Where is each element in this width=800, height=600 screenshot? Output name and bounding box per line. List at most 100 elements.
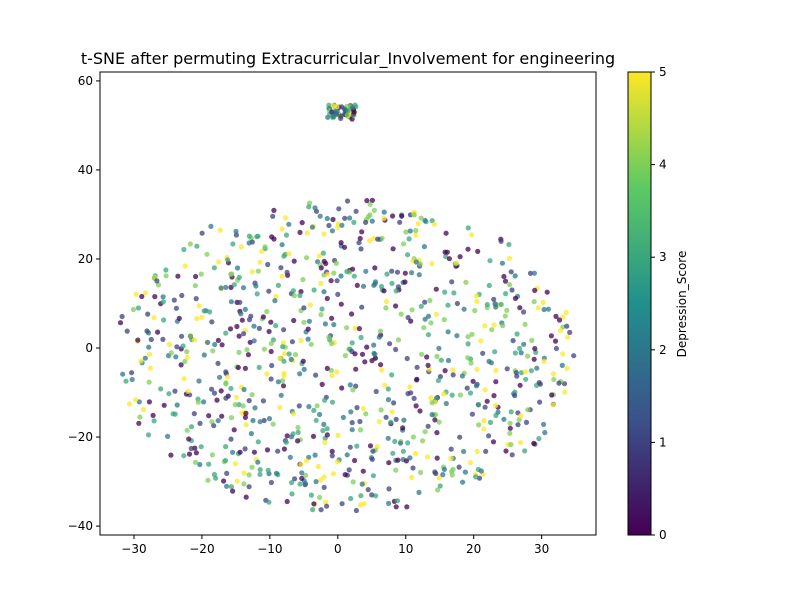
scatter-point xyxy=(181,246,187,253)
scatter-point xyxy=(465,246,471,252)
scatter-point xyxy=(342,215,348,221)
scatter-point xyxy=(217,227,223,233)
scatter-point xyxy=(223,330,229,336)
scatter-point xyxy=(266,416,273,422)
scatter-point xyxy=(211,390,218,396)
scatter-point xyxy=(563,309,569,316)
scatter-point xyxy=(281,372,287,379)
scatter-point xyxy=(561,381,568,387)
scatter-point xyxy=(381,288,387,294)
scatter-point xyxy=(443,230,449,236)
scatter-point xyxy=(319,306,325,312)
scatter-point xyxy=(508,409,514,415)
scatter-point xyxy=(359,229,365,235)
scatter-point xyxy=(334,369,340,375)
scatter-point xyxy=(297,229,303,235)
scatter-point xyxy=(223,380,229,386)
scatter-point xyxy=(419,351,425,357)
scatter-point xyxy=(445,329,451,335)
scatter-point xyxy=(379,235,385,241)
scatter-point xyxy=(160,336,166,342)
scatter-point xyxy=(145,432,152,438)
scatter-point xyxy=(441,317,447,323)
scatter-point xyxy=(482,323,488,329)
colorbar-tick-label: 4 xyxy=(659,158,667,172)
scatter-point xyxy=(433,470,439,477)
scatter-point xyxy=(481,426,487,432)
scatter-point xyxy=(268,376,274,382)
scatter-point xyxy=(360,468,366,474)
scatter-point xyxy=(525,407,531,413)
scatter-point xyxy=(542,430,548,436)
scatter-point xyxy=(509,452,515,458)
scatter-point xyxy=(273,470,280,476)
scatter-point xyxy=(486,433,492,439)
scatter-point xyxy=(264,308,270,315)
scatter-point xyxy=(470,378,476,384)
scatter-point xyxy=(239,317,245,323)
scatter-point xyxy=(427,297,433,304)
scatter-point xyxy=(291,317,297,324)
scatter-point xyxy=(475,248,481,254)
scatter-point xyxy=(330,216,336,223)
scatter-point xyxy=(119,313,125,320)
scatter-point xyxy=(352,351,358,357)
scatter-point xyxy=(459,373,465,379)
scatter-point xyxy=(310,507,316,513)
scatter-point xyxy=(431,221,437,227)
scatter-point xyxy=(187,333,193,339)
scatter-point xyxy=(344,112,350,118)
scatter-point xyxy=(266,288,272,294)
scatter-point xyxy=(255,459,261,465)
scatter-point xyxy=(336,206,342,212)
scatter-point xyxy=(144,328,150,334)
scatter-point xyxy=(175,273,181,279)
scatter-point xyxy=(385,397,392,403)
scatter-point xyxy=(415,221,421,227)
scatter-point xyxy=(389,372,395,378)
scatter-point xyxy=(536,380,542,386)
scatter-point xyxy=(328,278,334,284)
scatter-point xyxy=(348,409,354,415)
scatter-point xyxy=(176,315,182,321)
scatter-point xyxy=(507,425,513,431)
scatter-point xyxy=(500,323,506,329)
scatter-point xyxy=(215,337,221,343)
scatter-point xyxy=(196,303,202,309)
scatter-point xyxy=(508,269,514,275)
scatter-point xyxy=(532,346,538,352)
scatter-point xyxy=(544,289,550,295)
scatter-point xyxy=(365,487,371,493)
scatter-point xyxy=(316,253,322,259)
scatter-point xyxy=(120,371,126,377)
scatter-point xyxy=(160,294,166,300)
scatter-point xyxy=(384,271,390,277)
scatter-point xyxy=(284,498,290,505)
scatter-point xyxy=(472,308,478,314)
scatter-point xyxy=(517,305,523,311)
scatter-point xyxy=(521,309,527,315)
scatter-point xyxy=(400,425,406,431)
scatter-point xyxy=(436,475,442,481)
scatter-point xyxy=(186,436,192,442)
scatter-point xyxy=(311,501,317,507)
scatter-point xyxy=(325,271,331,277)
scatter-point xyxy=(414,376,420,382)
scatter-point xyxy=(406,236,412,242)
scatter-point xyxy=(295,429,301,435)
scatter-point xyxy=(241,331,247,337)
scatter-point xyxy=(268,479,274,486)
scatter-point xyxy=(311,287,317,293)
scatter-point xyxy=(286,351,292,357)
scatter-point xyxy=(303,458,309,464)
scatter-point xyxy=(321,421,327,427)
x-tick-label: 20 xyxy=(466,542,481,556)
scatter-point xyxy=(186,451,193,457)
scatter-point xyxy=(517,382,523,388)
scatter-point xyxy=(329,453,335,459)
scatter-point xyxy=(271,207,277,213)
scatter-point xyxy=(217,374,223,380)
scatter-point xyxy=(391,400,397,406)
scatter-point xyxy=(443,400,449,407)
scatter-point xyxy=(243,410,249,416)
